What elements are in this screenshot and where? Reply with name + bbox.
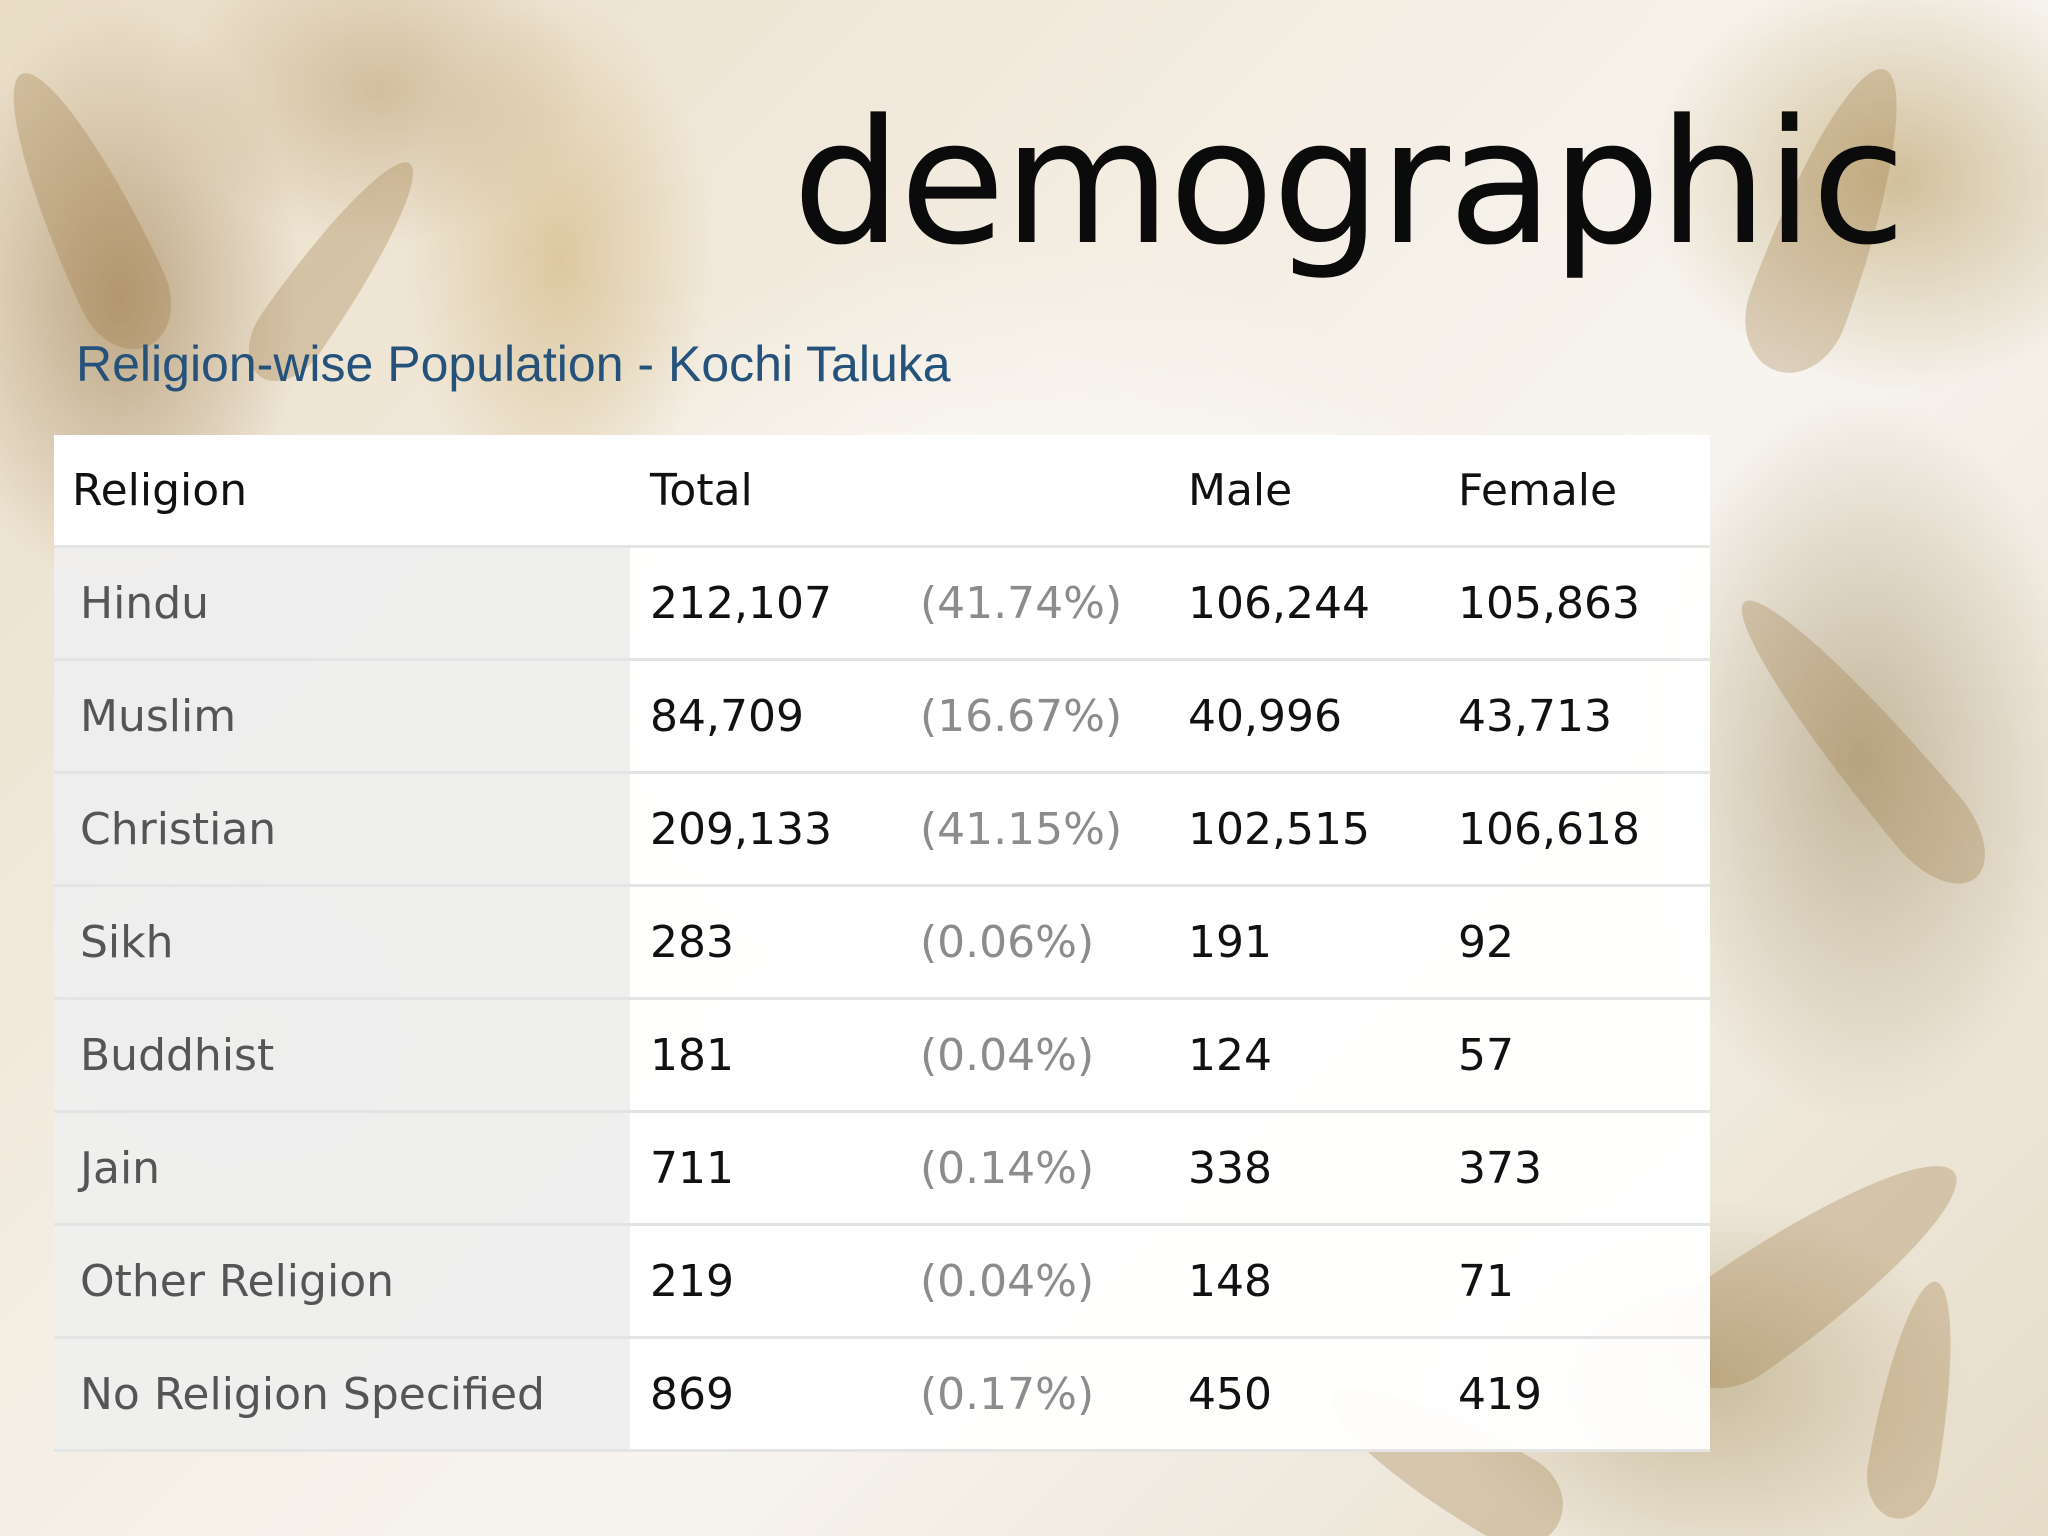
cell-religion: Hindu xyxy=(54,546,630,661)
table-row: Sikh 283 (0.06%) 191 92 xyxy=(54,885,1710,1000)
cell-total: 711 xyxy=(630,1111,920,1226)
cell-male: 450 xyxy=(1188,1337,1458,1452)
cell-religion: No Religion Specified xyxy=(54,1337,630,1452)
cell-percent: (41.15%) xyxy=(920,772,1188,887)
cell-religion: Sikh xyxy=(54,885,630,1000)
cell-male: 124 xyxy=(1188,998,1458,1113)
cell-female: 57 xyxy=(1458,998,1710,1113)
cell-total: 869 xyxy=(630,1337,920,1452)
cell-female: 71 xyxy=(1458,1224,1710,1339)
cell-female: 419 xyxy=(1458,1337,1710,1452)
cell-religion: Muslim xyxy=(54,659,630,774)
cell-religion: Jain xyxy=(54,1111,630,1226)
cell-male: 40,996 xyxy=(1188,659,1458,774)
cell-total: 219 xyxy=(630,1224,920,1339)
cell-male: 148 xyxy=(1188,1224,1458,1339)
table-row: No Religion Specified 869 (0.17%) 450 41… xyxy=(54,1337,1710,1452)
cell-female: 373 xyxy=(1458,1111,1710,1226)
header-percent xyxy=(920,435,1188,548)
cell-male: 338 xyxy=(1188,1111,1458,1226)
cell-male: 106,244 xyxy=(1188,546,1458,661)
cell-total: 181 xyxy=(630,998,920,1113)
table-row: Christian 209,133 (41.15%) 102,515 106,6… xyxy=(54,772,1710,887)
cell-male: 102,515 xyxy=(1188,772,1458,887)
cell-religion: Other Religion xyxy=(54,1224,630,1339)
religion-population-table: Religion Total Male Female Hindu 212,107… xyxy=(54,435,1710,1452)
cell-percent: (0.14%) xyxy=(920,1111,1188,1226)
cell-percent: (0.17%) xyxy=(920,1337,1188,1452)
cell-total: 84,709 xyxy=(630,659,920,774)
table-row: Hindu 212,107 (41.74%) 106,244 105,863 xyxy=(54,546,1710,661)
table-row: Muslim 84,709 (16.67%) 40,996 43,713 xyxy=(54,659,1710,774)
cell-total: 209,133 xyxy=(630,772,920,887)
cell-religion: Christian xyxy=(54,772,630,887)
cell-total: 212,107 xyxy=(630,546,920,661)
header-religion: Religion xyxy=(54,435,630,548)
table-row: Jain 711 (0.14%) 338 373 xyxy=(54,1111,1710,1226)
slide-title: demographic xyxy=(792,82,1906,283)
header-male: Male xyxy=(1188,435,1458,548)
cell-female: 105,863 xyxy=(1458,546,1710,661)
cell-percent: (41.74%) xyxy=(920,546,1188,661)
cell-religion: Buddhist xyxy=(54,998,630,1113)
header-total: Total xyxy=(630,435,920,548)
table-row: Other Religion 219 (0.04%) 148 71 xyxy=(54,1224,1710,1339)
cell-male: 191 xyxy=(1188,885,1458,1000)
cell-female: 106,618 xyxy=(1458,772,1710,887)
cell-female: 43,713 xyxy=(1458,659,1710,774)
cell-total: 283 xyxy=(630,885,920,1000)
cell-percent: (16.67%) xyxy=(920,659,1188,774)
table-caption: Religion-wise Population - Kochi Taluka xyxy=(76,336,951,392)
cell-percent: (0.04%) xyxy=(920,1224,1188,1339)
table-header-row: Religion Total Male Female xyxy=(54,435,1710,548)
header-female: Female xyxy=(1458,435,1710,548)
table-row: Buddhist 181 (0.04%) 124 57 xyxy=(54,998,1710,1113)
cell-percent: (0.04%) xyxy=(920,998,1188,1113)
cell-female: 92 xyxy=(1458,885,1710,1000)
cell-percent: (0.06%) xyxy=(920,885,1188,1000)
